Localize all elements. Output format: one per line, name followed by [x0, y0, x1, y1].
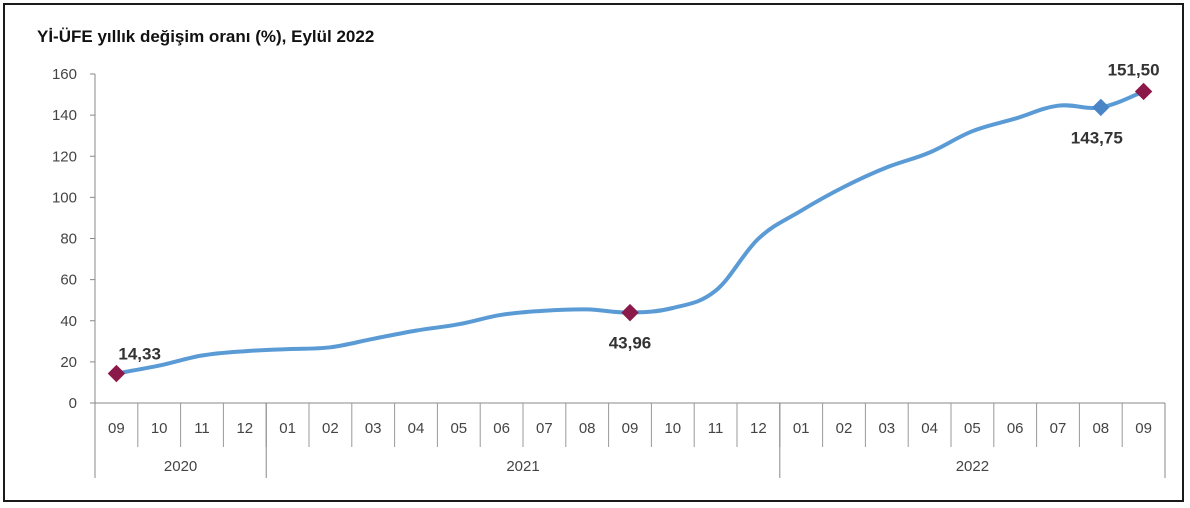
- data-point-marker: [1092, 98, 1110, 117]
- y-tick-label: 100: [52, 189, 77, 206]
- year-label: 2020: [164, 458, 197, 475]
- y-tick-label: 0: [69, 395, 77, 412]
- y-tick-label: 40: [60, 313, 77, 330]
- y-tick-label: 120: [52, 148, 77, 165]
- data-label: 151,50: [1108, 60, 1160, 79]
- chart-frame: Yİ-ÜFE yıllık değişim oranı (%), Eylül 2…: [3, 3, 1184, 502]
- chart-title: Yİ-ÜFE yıllık değişim oranı (%), Eylül 2…: [37, 27, 375, 46]
- y-tick-label: 160: [52, 66, 77, 83]
- x-tick-label: 09: [622, 420, 639, 437]
- x-tick-label: 03: [878, 420, 895, 437]
- y-tick-label: 60: [60, 272, 77, 289]
- data-label: 43,96: [609, 334, 652, 353]
- x-tick-label: 06: [1007, 420, 1024, 437]
- y-tick-label: 20: [60, 354, 77, 371]
- series-line: [114, 89, 1146, 376]
- y-tick-label: 80: [60, 231, 77, 248]
- x-tick-label: 11: [708, 420, 724, 437]
- x-tick-label: 07: [1050, 420, 1067, 437]
- x-tick-label: 05: [964, 420, 981, 437]
- x-tick-label: 02: [836, 420, 853, 437]
- x-tick-label: 06: [493, 420, 510, 437]
- x-tick-label: 10: [151, 420, 168, 437]
- x-tick-label: 07: [536, 420, 553, 437]
- x-tick-label: 10: [664, 420, 681, 437]
- x-tick-label: 05: [450, 420, 467, 437]
- data-label: 143,75: [1071, 128, 1123, 147]
- x-tick-label: 08: [579, 420, 596, 437]
- data-point-marker: [621, 303, 639, 322]
- year-label: 2022: [956, 458, 989, 475]
- data-point-marker: [1134, 82, 1153, 101]
- x-tick-label: 04: [408, 420, 425, 437]
- x-tick-label: 08: [1092, 420, 1109, 437]
- y-tick-label: 140: [52, 107, 77, 124]
- x-tick-label: 01: [279, 420, 296, 437]
- year-label: 2021: [506, 458, 539, 475]
- x-tick-label: 12: [750, 420, 767, 437]
- x-tick-label: 12: [236, 420, 253, 437]
- x-tick-label: 04: [921, 420, 938, 437]
- data-point-marker: [107, 364, 126, 383]
- data-label: 14,33: [118, 345, 161, 364]
- x-tick-label: 11: [194, 420, 210, 437]
- x-tick-label: 09: [108, 420, 125, 437]
- x-tick-label: 03: [365, 420, 382, 437]
- x-tick-label: 09: [1135, 420, 1152, 437]
- x-tick-label: 01: [793, 420, 810, 437]
- x-tick-label: 02: [322, 420, 339, 437]
